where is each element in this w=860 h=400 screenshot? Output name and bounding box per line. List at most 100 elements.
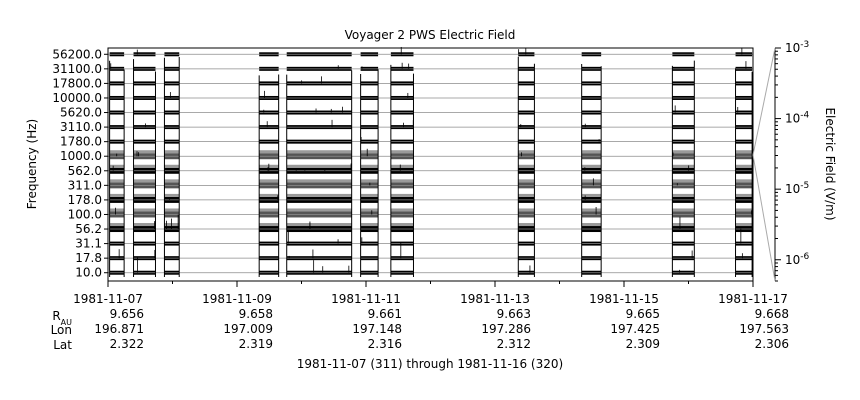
channel-band-halo <box>735 223 753 227</box>
channel-band-halo <box>735 208 753 212</box>
channel-band-halo <box>735 179 753 183</box>
channel-gridlines <box>108 53 753 274</box>
lon-value: 197.148 <box>352 322 402 336</box>
channel-band-halo <box>360 208 379 212</box>
channel-band-halo <box>672 193 695 197</box>
channel-band-halo <box>259 150 279 154</box>
y-tick-label: 3110.0 <box>60 120 102 134</box>
channel-band-halo <box>164 208 180 212</box>
colorbar-tick-label: 10-5 <box>785 181 809 196</box>
r-au-value: 9.661 <box>368 307 402 321</box>
lat-value: 2.309 <box>626 337 660 351</box>
y-axis: 10.017.831.156.2100.0178.0311.0562.01000… <box>52 47 108 280</box>
channel-band-halo <box>133 150 156 154</box>
channel-band-halo <box>672 179 695 183</box>
colorbar-tick-label: 10-3 <box>785 40 809 55</box>
lon-value: 196.871 <box>94 322 144 336</box>
r-au-value: 9.663 <box>497 307 531 321</box>
channel-band-halo <box>390 193 414 197</box>
date-range-caption: 1981-11-07 (311) through 1981-11-16 (320… <box>297 357 563 371</box>
lat-value: 2.322 <box>110 337 144 351</box>
x-tick-label: 1981-11-13 <box>460 292 530 306</box>
channel-band-halo <box>672 164 695 168</box>
x-tick-label: 1981-11-07 <box>73 292 143 306</box>
lat-value: 2.306 <box>755 337 789 351</box>
lon-value: 197.425 <box>610 322 660 336</box>
channel-band-halo <box>133 223 156 227</box>
colorbar-tick-label: 10-4 <box>785 111 810 126</box>
channel-band-halo <box>581 208 602 212</box>
channel-band-halo <box>518 223 535 227</box>
channel-band-halo <box>133 179 156 183</box>
chart-title: Voyager 2 PWS Electric Field <box>345 28 516 42</box>
channel-band-halo <box>164 164 180 168</box>
x-axis: 1981-11-079.656196.8712.3221981-11-099.6… <box>73 281 789 351</box>
channel-band-halo <box>518 193 535 197</box>
channel-band-halo <box>390 208 414 212</box>
channel-band-halo <box>360 150 379 154</box>
channel-band-halo <box>286 193 352 197</box>
x-tick-label: 1981-11-17 <box>718 292 788 306</box>
y-tick-label: 10.0 <box>75 266 102 280</box>
channel-band-halo <box>518 179 535 183</box>
y-tick-label: 56.2 <box>75 222 102 236</box>
channel-band-halo <box>518 150 535 154</box>
channel-band-halo <box>735 164 753 168</box>
row-label-r: RAU <box>52 309 72 327</box>
channel-band-halo <box>581 164 602 168</box>
channel-band-halo <box>672 150 695 154</box>
plot-area <box>107 47 754 282</box>
lon-value: 197.563 <box>739 322 789 336</box>
channel-band-halo <box>164 150 180 154</box>
channel-band-halo <box>259 208 279 212</box>
y-tick-label: 562.0 <box>68 164 102 178</box>
y-tick-label: 1780.0 <box>60 135 102 149</box>
channel-band-halo <box>581 223 602 227</box>
lat-value: 2.312 <box>497 337 531 351</box>
channel-band-halo <box>581 179 602 183</box>
r-au-value: 9.665 <box>626 307 660 321</box>
channel-band-halo <box>390 179 414 183</box>
r-au-value: 9.656 <box>110 307 144 321</box>
channel-band-halo <box>109 223 125 227</box>
channel-band-halo <box>286 150 352 154</box>
colorbar-axis: 10-3 10-4 10-5 10-6 <box>752 40 810 282</box>
channel-band-halo <box>286 164 352 168</box>
row-label-lon: Lon <box>51 323 72 337</box>
lon-value: 197.009 <box>223 322 273 336</box>
y-tick-label: 31100.0 <box>52 62 102 76</box>
r-au-value: 9.668 <box>755 307 789 321</box>
channel-band-halo <box>109 150 125 154</box>
channel-band-halo <box>133 208 156 212</box>
channel-band-halo <box>133 164 156 168</box>
colorbar-label: Electric Field (V/m) <box>823 107 837 220</box>
channel-band-halo <box>672 223 695 227</box>
channel-band-halo <box>360 223 379 227</box>
channel-band-halo <box>164 223 180 227</box>
channel-band-halo <box>360 179 379 183</box>
channel-band-halo <box>109 193 125 197</box>
colorbar-tick-label: 10-6 <box>785 252 810 267</box>
lon-value: 197.286 <box>481 322 531 336</box>
y-tick-label: 1000.0 <box>60 149 102 163</box>
channel-band-halo <box>259 179 279 183</box>
channel-band-halo <box>164 193 180 197</box>
channel-band-halo <box>259 193 279 197</box>
y-tick-label: 31.1 <box>75 237 102 251</box>
channel-band-halo <box>518 208 535 212</box>
y-tick-label: 56200.0 <box>52 47 102 61</box>
channel-band-halo <box>360 193 379 197</box>
channel-band-halo <box>259 223 279 227</box>
channel-band-halo <box>360 164 379 168</box>
channel-band-halo <box>390 223 414 227</box>
channel-band-halo <box>735 193 753 197</box>
row-label-lat: Lat <box>53 338 72 352</box>
x-tick-label: 1981-11-15 <box>589 292 659 306</box>
lat-value: 2.319 <box>239 337 273 351</box>
x-tick-label: 1981-11-11 <box>331 292 401 306</box>
channel-band-halo <box>581 193 602 197</box>
channel-band-halo <box>286 223 352 227</box>
channel-band-halo <box>133 193 156 197</box>
y-axis-label: Frequency (Hz) <box>25 119 39 210</box>
